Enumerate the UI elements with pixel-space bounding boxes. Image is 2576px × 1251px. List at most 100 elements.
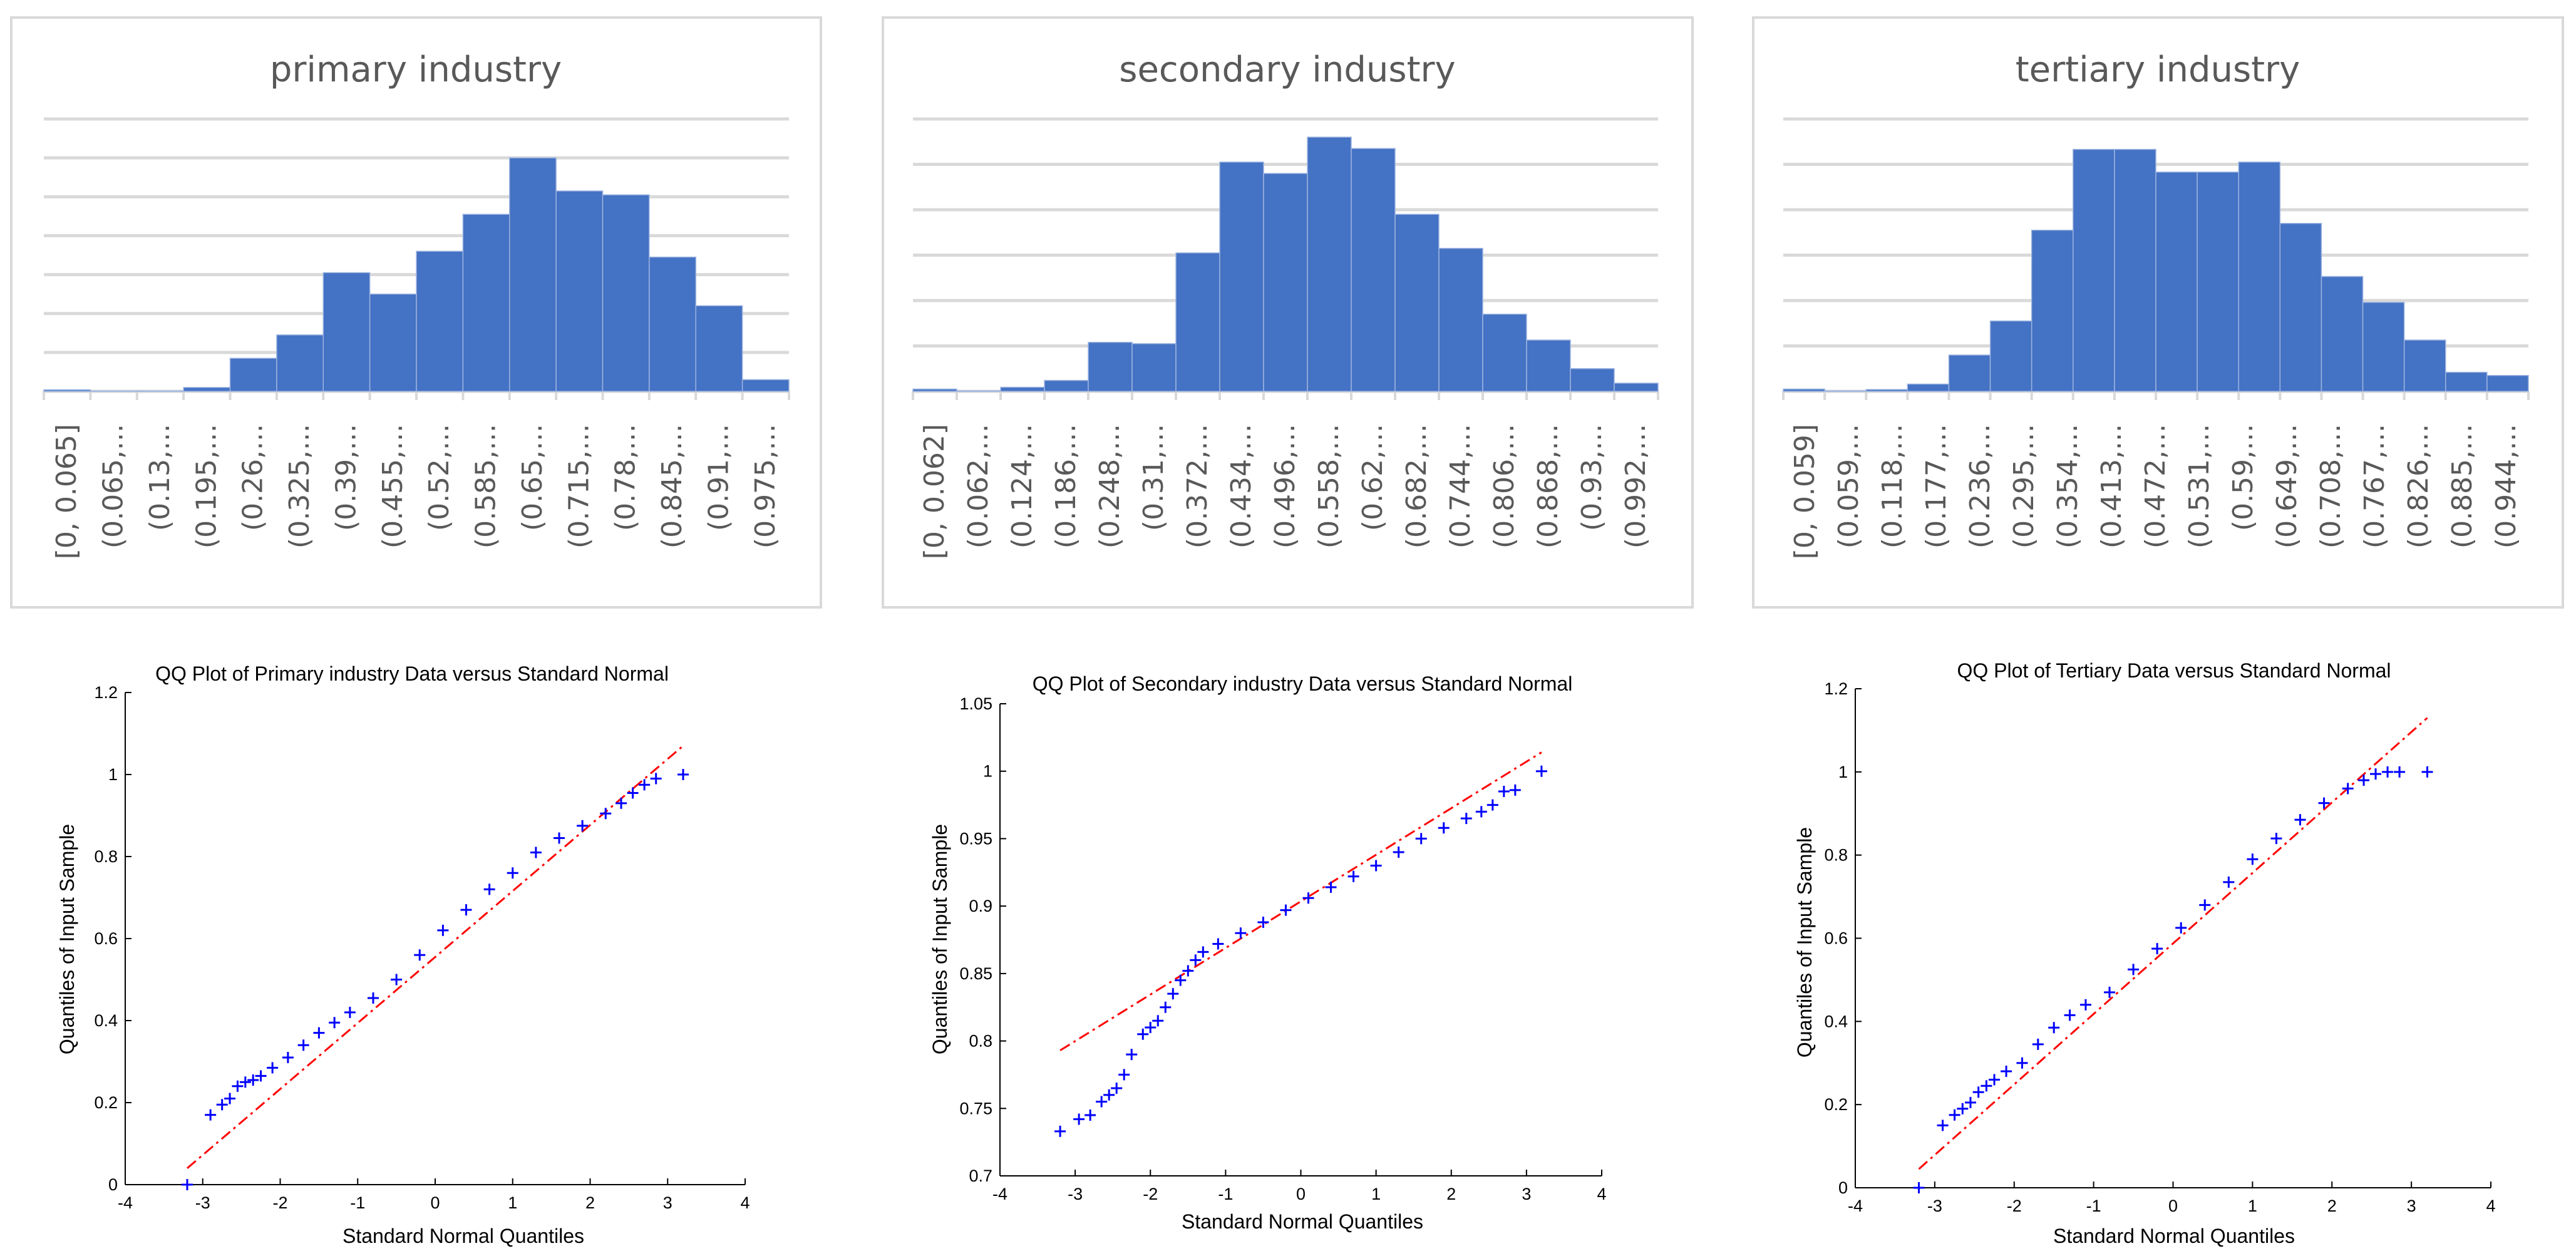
qq-plot-axes [999, 703, 1602, 1176]
histogram-tick-labels: [0, 0.062] (0.062,... (0.124,... (0.186,...… [919, 424, 1652, 559]
qq-point [2016, 1057, 2028, 1069]
y-tick-label: 0.9 [969, 897, 992, 915]
qq-point [2199, 899, 2211, 911]
qq-point [1118, 1069, 1130, 1081]
qq-point [650, 773, 662, 785]
qq-plot-title: QQ Plot of Secondary industry Data versu… [1033, 672, 1573, 695]
histogram-title: tertiary industry [2016, 49, 2300, 90]
qq-point [1415, 833, 1427, 845]
histogram-bar [322, 272, 371, 392]
x-tick-label: 0 [430, 1193, 440, 1212]
qq-point [2370, 768, 2382, 780]
qq-point [1475, 806, 1487, 818]
histogram-tick-label: (0.715,... [563, 424, 595, 548]
histogram-tick-label: (0.236,... [1964, 424, 1996, 548]
histogram-tick-label: (0.065,... [98, 424, 130, 548]
y-tick-label: 0.75 [959, 1099, 992, 1118]
x-tick-label: 2 [2327, 1197, 2337, 1215]
qq-point [1257, 916, 1269, 928]
histogram-bar [416, 250, 464, 392]
y-tick-label: 0.8 [94, 847, 118, 866]
qq-plot-reference-line [187, 745, 684, 1169]
qq-point [2064, 1009, 2076, 1021]
histogram-tick-labels: [0, 0.065] (0.065,... (0.13,... (0.195,... (… [51, 424, 781, 559]
qq-point [483, 883, 495, 895]
qq-plot-tick-labels: -4 -3 -2 -1 0 1 2 3 4 0.7 0.75 0.8 0.85 0.9 0.95 1 1.05 [959, 694, 1606, 1203]
y-tick-label: 0.2 [1824, 1095, 1848, 1114]
qq-point [600, 808, 612, 820]
qq-point [297, 1039, 309, 1051]
qq-plot-x-label: Standard Normal Quantiles [343, 1225, 584, 1247]
histogram-tick-label: (0.186,... [1050, 424, 1082, 548]
qq-point [313, 1027, 325, 1039]
qq-plot-tick-labels: -4 -3 -2 -1 0 1 2 3 4 0 0.2 0.4 0.6 0.8 1 1.2 [94, 683, 750, 1212]
histogram-tick-label: (0.868,... [1532, 424, 1564, 548]
histogram-bar [649, 256, 696, 392]
histogram-bar [1482, 314, 1527, 392]
y-tick-label: 1.05 [959, 694, 992, 713]
qq-point [1438, 822, 1450, 834]
histogram-bar [1000, 386, 1045, 392]
histogram-tick-label: (0.26,... [237, 424, 269, 531]
histogram-bar [1438, 247, 1483, 392]
histogram-tick-label: (0.62,... [1357, 424, 1389, 531]
histogram-tick-label: (0.118,... [1877, 424, 1909, 548]
qq-point [627, 787, 639, 799]
y-tick-label: 0.2 [94, 1093, 118, 1112]
qq-point [1989, 1074, 2001, 1086]
qq-point [1197, 946, 1209, 958]
histogram-tick-label: (0.39,... [330, 424, 362, 531]
qq-point [2394, 766, 2406, 778]
histogram-bar [2445, 371, 2488, 392]
qq-point [1167, 988, 1179, 1000]
histogram-tick-label: (0.65,... [517, 424, 549, 531]
histogram-tertiary-industry: tertiary industry [0, 0.059] (0.059,... (0… [1752, 16, 2564, 609]
qq-point [2128, 964, 2140, 976]
qq-point [329, 1017, 341, 1029]
x-tick-label: -4 [992, 1185, 1007, 1203]
qq-point [1937, 1120, 1949, 1131]
histogram-tick-label: (0.992,... [1620, 424, 1652, 548]
x-tick-label: 1 [508, 1193, 517, 1212]
qq-point [1073, 1113, 1085, 1125]
qq-plot-points [182, 769, 689, 1190]
x-tick-label: -4 [1848, 1197, 1863, 1215]
y-tick-label: 0 [1838, 1178, 1848, 1197]
histogram-bar [1394, 214, 1440, 392]
qq-plot-x-label: Standard Normal Quantiles [1182, 1210, 1423, 1233]
histogram-tick-label: (0.062,... [962, 424, 994, 548]
x-tick-label: 0 [1296, 1185, 1306, 1203]
qq-plot-reference-line [1918, 717, 2428, 1170]
histogram-bar [2279, 223, 2322, 392]
histogram-bar [1989, 320, 2032, 392]
qq-point [2001, 1066, 2012, 1078]
qq-point [205, 1109, 217, 1121]
qq-point [2382, 766, 2394, 778]
histogram-bar [1570, 368, 1615, 392]
histogram-bar [276, 334, 324, 392]
qq-point [1152, 1015, 1164, 1027]
qq-point [2048, 1022, 2060, 1034]
histogram-tick-label: (0.59,... [2227, 424, 2259, 531]
y-tick-label: 0 [108, 1175, 118, 1194]
x-tick-label: 4 [740, 1193, 750, 1212]
x-tick-label: -3 [195, 1193, 210, 1212]
qq-point [1393, 846, 1404, 858]
qq-point [182, 1179, 193, 1190]
histogram-tick-label: (0.434,... [1225, 424, 1257, 548]
qq-point [2247, 853, 2259, 865]
histogram-tick-label: (0.372,... [1182, 424, 1213, 548]
histogram-tick-label: (0.78,... [610, 424, 642, 531]
histogram-tick-label: (0.354,... [2052, 424, 2084, 548]
x-tick-label: 4 [1597, 1185, 1606, 1203]
qq-point [247, 1074, 259, 1086]
qq-plot-secondary-industry: QQ Plot of Secondary industry Data versu… [929, 672, 1607, 1233]
histogram-bar [2403, 339, 2446, 392]
x-tick-label: 2 [1446, 1185, 1456, 1203]
qq-point [282, 1051, 294, 1063]
qq-plot-axes [1855, 688, 2491, 1188]
y-tick-label: 0.4 [1824, 1012, 1848, 1031]
histogram-bar [1131, 343, 1177, 392]
qq-point [1160, 1001, 1172, 1013]
